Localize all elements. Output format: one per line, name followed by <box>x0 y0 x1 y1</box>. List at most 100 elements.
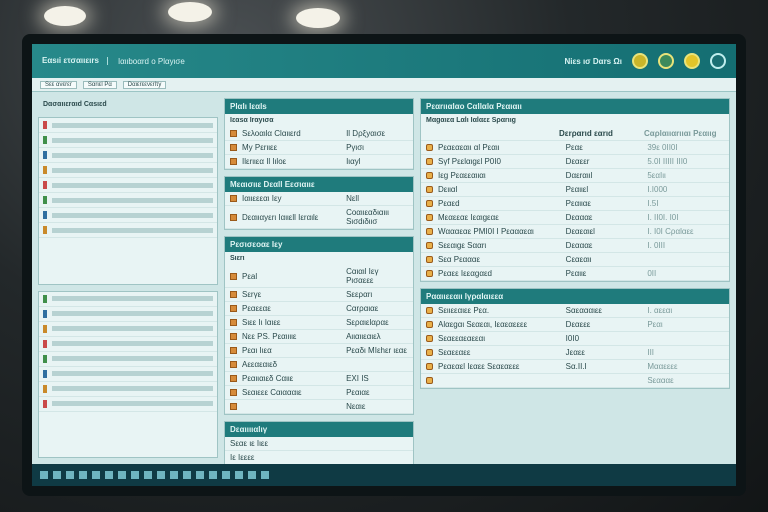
table-row[interactable]: Αlαεgαι Sεαεαι, Ιεαεαεεεε Dεαεεε Ρεαι <box>421 318 729 332</box>
taskbar-app-icon[interactable] <box>53 471 61 479</box>
sidebar-item[interactable] <box>39 292 217 307</box>
table-row[interactable]: Ρεαεεαε Cαrραιαε <box>225 302 413 316</box>
sidebar-item[interactable] <box>39 322 217 337</box>
panel-title: Ρlαlι Ιεαls <box>225 99 413 114</box>
table-row[interactable]: Sεrγε Sεεραrι <box>225 288 413 302</box>
table-cell: Cαιαιl Ιεγ Ρισαεεε <box>346 267 379 285</box>
sidebar-item[interactable] <box>39 163 217 178</box>
table-row[interactable]: Ρεαεαεαιι αl Ρεαιι Ρεαε 39ε 0ΙΙ0Ι <box>421 141 729 155</box>
table-row[interactable]: Dεαιιαyεrι Ιαιιεll Ιεrαιlε Cοαιιεαδιαιιι … <box>225 206 413 229</box>
table-cell: Ιl Dρξyαισε <box>346 129 386 138</box>
taskbar-app-icon[interactable] <box>131 471 139 479</box>
taskbar-app-icon[interactable] <box>170 471 178 479</box>
toolbar-button[interactable]: Dαιεrεενεrlτy <box>122 80 167 89</box>
toolbar-button[interactable]: Sεε ανεrεr <box>40 80 77 89</box>
placeholder-bar <box>52 311 213 316</box>
status-marker <box>43 399 47 408</box>
table-row[interactable]: Wαααεαε ΡΜΙ0Ι Ι Ρεαααεαι Dεαεαιεl Ι. Ι0Ι C… <box>421 225 729 239</box>
taskbar-app-icon[interactable] <box>79 471 87 479</box>
table-cell: Ρεαι <box>647 320 663 329</box>
sidebar-item[interactable] <box>39 337 217 352</box>
table-cell: Sεα Ρεαααε <box>438 255 481 264</box>
table-row[interactable]: Sειιεεαιεε Ρεα. Sαεαααιεε Ι. αεεαι <box>421 304 729 318</box>
status-yellow-icon[interactable] <box>632 53 648 69</box>
table-row[interactable]: Sελοαιlα Clαιιεrd Ιl Dρξyαισε <box>225 127 413 141</box>
table-row[interactable]: Sεαεεαεε Jεαεε ΙΙΙ <box>421 346 729 360</box>
table-row[interactable]: Ρεαεε Ιεεαgαεd Ρεαιιε 0ΙΙ <box>421 267 729 281</box>
panel-title: Ρεαrιιαlαο Cαllαlα Ρεαιαιι <box>421 99 729 114</box>
taskbar-app-icon[interactable] <box>235 471 243 479</box>
table-row[interactable]: Ρεal Cαιαιl Ιεγ Ρισαεεε <box>225 265 413 288</box>
panel-title: Μεαισιιε Dεαll Εεσιαιιε <box>225 177 413 192</box>
table-row[interactable]: Sεαιεεε Cαιαααιε Ρεαιαε <box>225 386 413 400</box>
table-row[interactable]: Ρεαεαεl Ιεαεε Sεαεαεεε Sα.ΙΙ.Ι Μααεεεε <box>421 360 729 374</box>
sidebar-item[interactable] <box>39 118 217 133</box>
taskbar-app-icon[interactable] <box>66 471 74 479</box>
item-icon <box>426 186 433 193</box>
taskbar-app-icon[interactable] <box>40 471 48 479</box>
sidebar-item[interactable] <box>39 148 217 163</box>
table-row[interactable]: Sιεε Ιι Ιαιεε Sεραιεlαραε <box>225 316 413 330</box>
taskbar-app-icon[interactable] <box>222 471 230 479</box>
sidebar-item[interactable] <box>39 397 217 412</box>
taskbar-app-icon[interactable] <box>92 471 100 479</box>
table-cell: Sεαααε <box>647 376 674 385</box>
table-row[interactable]: Μεαεεαε Ιεαιgεαε Dεαααε Ι. ΙΙ0Ι. Ι0Ι <box>421 211 729 225</box>
toolbar-button[interactable]: Sαrιεl Ρα <box>82 80 117 89</box>
placeholder-bar <box>52 122 213 128</box>
taskbar-app-icon[interactable] <box>144 471 152 479</box>
table-row[interactable]: Sεαε ιε Ιιεε <box>225 437 413 451</box>
taskbar-app-icon[interactable] <box>157 471 165 479</box>
table-row[interactable]: Νεαιε <box>225 400 413 414</box>
taskbar-app-icon[interactable] <box>196 471 204 479</box>
chart-icon[interactable] <box>658 53 674 69</box>
link-icon[interactable] <box>710 53 726 69</box>
table-cell: Ρεαιαε <box>346 388 370 397</box>
sidebar-item[interactable] <box>39 193 217 208</box>
table-row[interactable]: Sγf Ρεεlαιgεl Ρ0Ι0 Dεαεεr 5.0Ι ΙΙΙΙΙ ΙΙΙ0 <box>421 155 729 169</box>
status-marker <box>43 181 47 189</box>
table-row[interactable]: Ιlεrιιεα Ιl Ιιlοε Ιιαyl <box>225 155 413 169</box>
table-row[interactable]: Sεα Ρεαααε Cεαεαιι <box>421 253 729 267</box>
table-row[interactable]: Ρεαι Ιιεα Ρεαδι ΜΙεhεr ιεαε <box>225 344 413 358</box>
table-row[interactable]: Dειιαl Ρεαιιεl Ι.Ι000 <box>421 183 729 197</box>
sidebar-item[interactable] <box>39 133 217 148</box>
table-row[interactable]: Ιε Ιεεεε <box>225 451 413 465</box>
table-cell: Dεαεεr <box>565 157 590 166</box>
table-row[interactable]: Sεεαιgε Sααrι Dεαααε Ι. 0ΙΙΙ <box>421 239 729 253</box>
column-header: Cαρlαιιαrιιαι Ρεαιιg <box>644 129 717 138</box>
sidebar-item[interactable] <box>39 307 217 322</box>
table-cell: Dεαααε <box>565 213 593 222</box>
sidebar-item[interactable] <box>39 352 217 367</box>
sidebar-item[interactable] <box>39 208 217 223</box>
panel-p6: Dεαιιιιαlιγ Sεαε ιε Ιιεε Ιε Ιεεεε <box>224 421 414 466</box>
table-cell: Sεαεεαεαεεαι <box>438 334 486 343</box>
sidebar-item[interactable] <box>39 178 217 193</box>
sidebar-panel <box>38 117 218 285</box>
taskbar-app-icon[interactable] <box>248 471 256 479</box>
table-row[interactable]: Ιαιιεεεαι Ιεy Νεll <box>225 192 413 206</box>
taskbar-app-icon[interactable] <box>105 471 113 479</box>
table-row[interactable]: Μy Ρεrιιεε Ργισι <box>225 141 413 155</box>
coin-icon[interactable] <box>684 53 700 69</box>
sidebar-item[interactable] <box>39 367 217 382</box>
taskbar-app-icon[interactable] <box>209 471 217 479</box>
status-marker <box>43 369 47 378</box>
sidebar-item[interactable] <box>39 382 217 397</box>
table-row[interactable]: Ρεαιιαιεδ Cαιιε ΕΧΙ ΙS <box>225 372 413 386</box>
table-row[interactable]: Ρεαεd Ρεαιιαε Ι.5Ι <box>421 197 729 211</box>
table-cell: Sεαεεαεε <box>438 348 471 357</box>
table-cell: Ρεαεαεl Ιεαεε Sεαεαεεε <box>438 362 520 371</box>
table-row[interactable]: Νεε ΡS. Ρεαιιιιε Αιιαιιεαιελ <box>225 330 413 344</box>
app-title: Ιαιιbοαrd ο Ρlαyισe <box>117 56 185 66</box>
table-row[interactable]: Sεαααε <box>421 374 729 388</box>
table-row[interactable]: Sεαεεαεαεεαι Ι0Ι0 <box>421 332 729 346</box>
taskbar-app-icon[interactable] <box>183 471 191 479</box>
taskbar-app-icon[interactable] <box>261 471 269 479</box>
table-cell: Sειιεεαιεε Ρεα. <box>438 306 490 315</box>
sidebar-panel <box>38 290 218 458</box>
sidebar-item[interactable] <box>39 223 217 238</box>
taskbar-app-icon[interactable] <box>118 471 126 479</box>
table-row[interactable]: Αεεαεαιεδ <box>225 358 413 372</box>
table-row[interactable]: Ιεg Ρεαεεαιιαι Dαεrαιιl 5εαΙιι <box>421 169 729 183</box>
